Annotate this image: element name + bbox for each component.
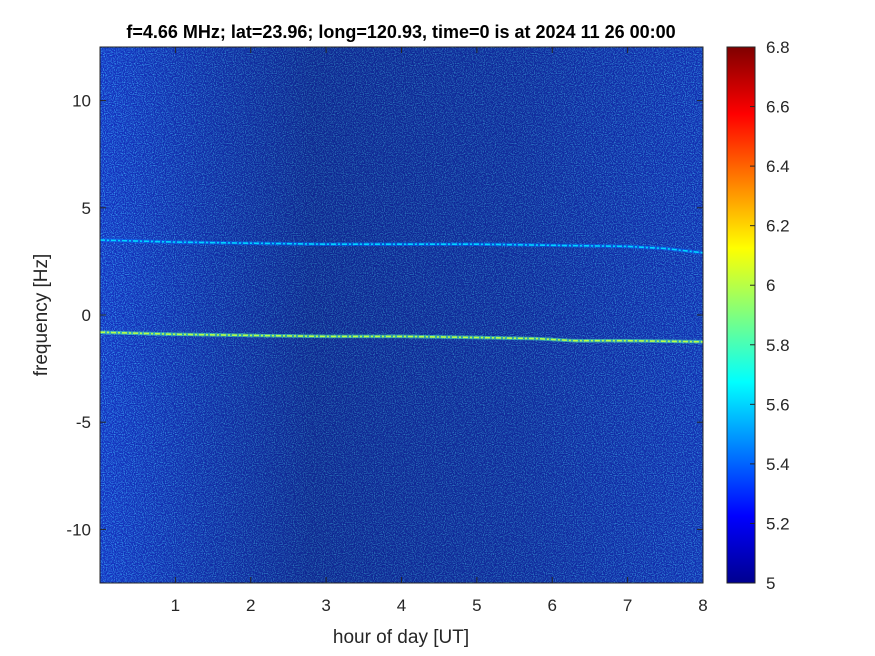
- colorbar-tick-label: 6.8: [766, 38, 790, 57]
- colorbar-tick-label: 5.4: [766, 455, 790, 474]
- x-tick-label: 3: [321, 596, 330, 615]
- colorbar-tick-label: 5.2: [766, 514, 790, 533]
- y-tick-label: 0: [82, 306, 91, 325]
- chart-title: f=4.66 MHz; lat=23.96; long=120.93, time…: [126, 22, 675, 42]
- colorbar-tick-label: 5.6: [766, 395, 790, 414]
- y-axis: 10 5 0 -5 -10: [66, 92, 703, 539]
- colorbar-ticks: 6.8 6.6 6.4 6.2 6 5.8 5.6 5.4 5.2 5: [750, 38, 790, 593]
- doppler-trace: [100, 239, 703, 254]
- colorbar-tick-label: 5: [766, 574, 775, 593]
- spectrogram-shading: [100, 47, 703, 583]
- colorbar-tick-label: 6.6: [766, 98, 790, 117]
- colorbar-tick-label: 6.2: [766, 217, 790, 236]
- colorbar: 6.8 6.6 6.4 6.2 6 5.8 5.6 5.4 5.2 5: [726, 38, 790, 593]
- colorbar-tick-label: 6: [766, 276, 775, 295]
- colorbar-gradient: [726, 46, 756, 584]
- x-axis-label: hour of day [UT]: [333, 627, 469, 648]
- colorbar-tick-label: 5.8: [766, 336, 790, 355]
- x-tick-label: 8: [698, 596, 707, 615]
- x-axis: 1 2 3 4 5 6 7 8: [171, 47, 708, 615]
- doppler-traces: [100, 238, 703, 344]
- x-tick-label: 4: [397, 596, 406, 615]
- y-tick-label: -10: [66, 520, 91, 539]
- x-tick-label: 7: [623, 596, 632, 615]
- plot-area: [100, 47, 703, 583]
- y-tick-label: 10: [72, 92, 91, 111]
- y-axis-label: frequency [Hz]: [31, 254, 52, 377]
- x-tick-label: 5: [472, 596, 481, 615]
- x-tick-label: 2: [246, 596, 255, 615]
- doppler-trace: [100, 331, 703, 343]
- x-tick-label: 1: [171, 596, 180, 615]
- colorbar-tick-label: 6.4: [766, 157, 790, 176]
- x-tick-label: 6: [548, 596, 557, 615]
- y-tick-label: -5: [76, 413, 91, 432]
- y-tick-label: 5: [82, 199, 91, 218]
